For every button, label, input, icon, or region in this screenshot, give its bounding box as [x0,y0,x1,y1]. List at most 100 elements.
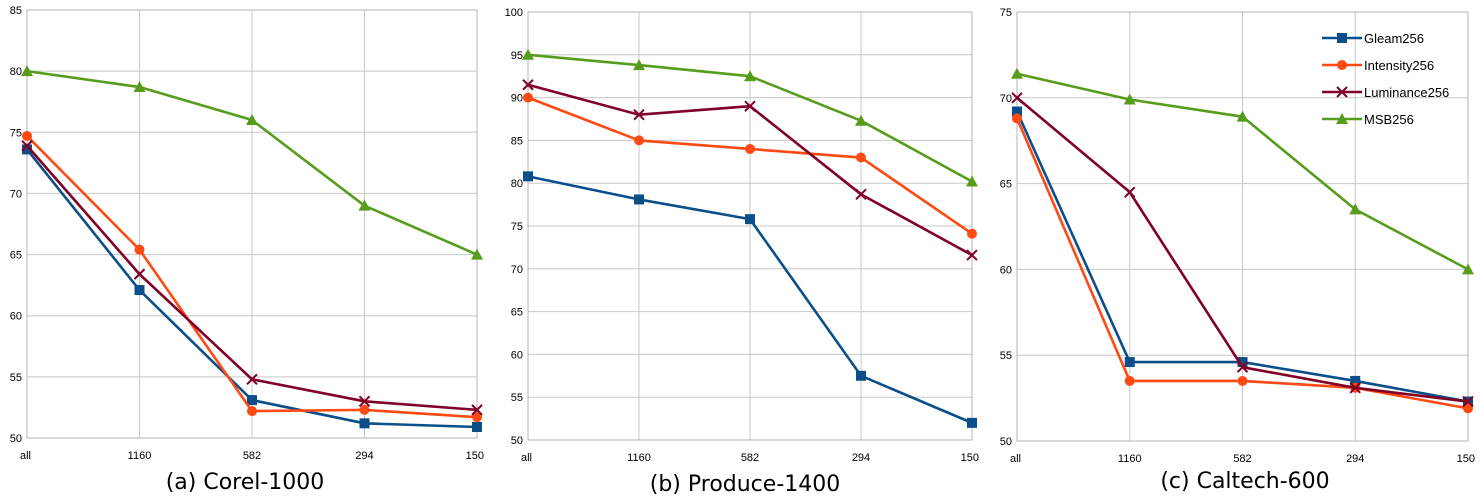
x-tick-label: 294 [355,450,373,462]
data-point [21,140,33,152]
x-tick-label: all [521,452,532,464]
chart-panel-1: 50 55 60 65 70 75 80 85 all 1160 582 294 150 (a) Core… [10,5,484,495]
legend-label: Intensity256 [1364,58,1434,73]
y-tick-label: 100 [505,7,523,19]
y-tick-label: 80 [511,178,523,190]
series-Intensity256 [523,92,977,239]
data-point [856,152,866,163]
data-point [967,228,977,239]
data-point [1124,357,1135,368]
y-tick-label: 70 [10,188,22,200]
series-Luminance256 [522,79,978,261]
data-point [634,135,644,146]
y-tick-label: 55 [1000,350,1012,362]
y-tick-label: 60 [511,349,523,361]
data-point [855,188,867,201]
x-tick-label: 582 [741,452,759,464]
legend-label: Luminance256 [1364,85,1449,100]
data-point [744,100,756,112]
legend-item: Gleam256 [1322,31,1424,46]
plot-frame [1016,11,1469,442]
data-point [247,395,257,406]
data-point [1350,375,1361,386]
data-point [22,144,32,155]
data-point [1237,357,1248,368]
chart-panel-2: 50 55 60 65 70 75 80 85 90 95 100 all 1160 582 294 150 (… [505,7,979,497]
x-tick-label: 1160 [1118,453,1142,465]
y-tick-label: 65 [511,307,523,319]
data-point [856,370,866,381]
data-point [966,175,978,187]
data-point [1011,67,1023,79]
legend-marker [1337,60,1347,70]
y-tick-label: 50 [1000,436,1012,448]
legend-item: Luminance256 [1322,85,1449,100]
data-point [359,418,370,429]
data-point [1463,403,1473,414]
data-point [247,406,257,417]
data-point [855,114,867,126]
x-tick-label: 150 [961,452,979,464]
data-point [633,109,645,121]
y-tick-label: 70 [1000,93,1012,105]
x-tick-label: 294 [1346,453,1364,465]
series-MSB256 [522,48,978,187]
data-point [133,81,146,93]
x-tick-label: 1160 [128,450,152,462]
x-tick-label: 294 [852,452,870,464]
x-tick-label: all [20,450,31,462]
data-point [358,395,371,408]
data-point [472,412,482,423]
y-tick-label: 85 [10,5,22,17]
chart-panel-3: 50 55 60 65 70 75 all 1160 582 294 150 (c) Caltech-… [1000,7,1475,494]
legend-marker [1336,113,1348,124]
x-tick-label: 150 [1457,453,1475,465]
x-tick-label: 1160 [627,452,651,464]
data-point [633,59,645,71]
data-point [523,171,533,182]
series-Luminance256 [1011,92,1474,408]
data-point [133,268,146,280]
data-point [246,114,258,126]
data-point [1124,375,1135,386]
data-point [522,79,534,91]
series-Gleam256 [523,171,977,428]
y-tick-label: 95 [511,50,523,62]
plot-frame [527,11,973,441]
legend: Gleam256 Intensity256 Luminance256 MSB256 [1322,31,1449,127]
y-tick-label: 70 [511,264,523,276]
data-point [1236,361,1249,373]
data-point [745,214,755,225]
data-point [1236,110,1249,122]
legend-marker [1337,33,1347,43]
legend-item: MSB256 [1322,112,1414,127]
y-tick-label: 90 [511,93,523,105]
y-tick-label: 75 [1000,7,1012,19]
data-point [967,417,977,428]
series-Luminance256 [21,140,483,416]
series-Gleam256 [22,144,482,432]
series-Intensity256 [22,130,482,423]
y-tick-label: 55 [511,392,523,404]
y-tick-label: 55 [10,372,22,384]
y-tick-label: 60 [10,311,22,323]
data-point [471,404,483,416]
data-point [1237,375,1248,386]
y-tick-label: 85 [511,135,523,147]
data-point [1123,93,1136,105]
data-point [1349,203,1362,215]
data-point [359,404,370,415]
data-point [1462,263,1474,275]
x-tick-label: 150 [466,450,484,462]
data-point [523,92,533,103]
y-tick-label: 65 [10,250,22,262]
chart-caption: (c) Caltech-600 [1160,469,1329,494]
plot-frame [26,9,478,439]
series-MSB256 [21,65,483,260]
chart-caption: (b) Produce-1400 [650,472,841,497]
data-point [745,143,755,154]
data-point [1012,106,1022,117]
charts-root: 50 55 60 65 70 75 80 85 all 1160 582 294 150 (a) Core… [10,5,1475,497]
legend-label: Gleam256 [1364,31,1424,46]
y-tick-label: 80 [10,66,22,78]
